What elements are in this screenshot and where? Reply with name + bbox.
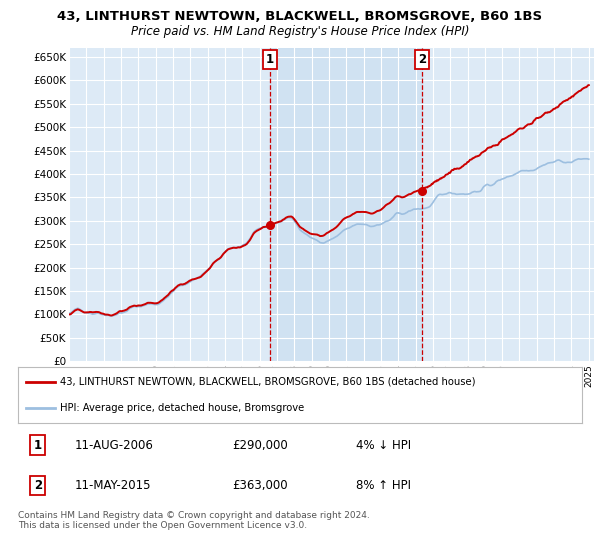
Text: 2: 2: [34, 479, 42, 492]
Text: 11-MAY-2015: 11-MAY-2015: [74, 479, 151, 492]
Text: 1: 1: [266, 53, 274, 66]
Text: 2: 2: [418, 53, 426, 66]
Text: £290,000: £290,000: [232, 438, 288, 451]
Text: 11-AUG-2006: 11-AUG-2006: [74, 438, 153, 451]
Text: £363,000: £363,000: [232, 479, 288, 492]
Text: 43, LINTHURST NEWTOWN, BLACKWELL, BROMSGROVE, B60 1BS: 43, LINTHURST NEWTOWN, BLACKWELL, BROMSG…: [58, 10, 542, 23]
Text: 1: 1: [34, 438, 42, 451]
Text: Price paid vs. HM Land Registry's House Price Index (HPI): Price paid vs. HM Land Registry's House …: [131, 25, 469, 38]
Text: HPI: Average price, detached house, Bromsgrove: HPI: Average price, detached house, Brom…: [60, 403, 305, 413]
Text: 8% ↑ HPI: 8% ↑ HPI: [356, 479, 412, 492]
Bar: [270, 48, 422, 361]
Text: 4% ↓ HPI: 4% ↓ HPI: [356, 438, 412, 451]
Text: 43, LINTHURST NEWTOWN, BLACKWELL, BROMSGROVE, B60 1BS (detached house): 43, LINTHURST NEWTOWN, BLACKWELL, BROMSG…: [60, 377, 476, 387]
Text: Contains HM Land Registry data © Crown copyright and database right 2024.
This d: Contains HM Land Registry data © Crown c…: [18, 511, 370, 530]
